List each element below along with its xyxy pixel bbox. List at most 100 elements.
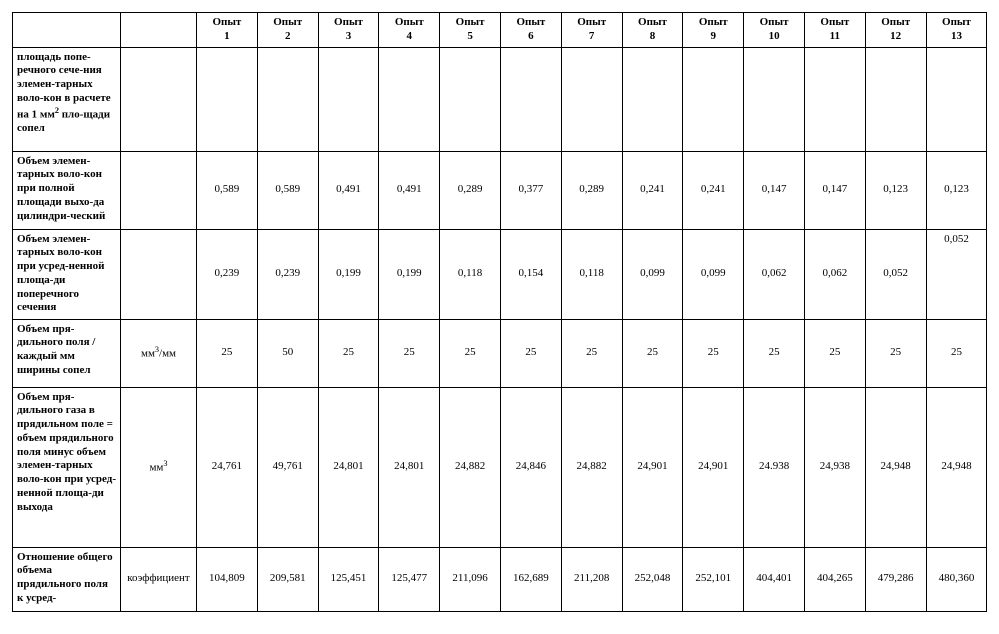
table-row: Объем элемен-тарных воло-кон при усред-н… (13, 229, 987, 319)
cell: 0,491 (379, 151, 440, 229)
row-label: Объем пря-дильного газа в прядильном пол… (13, 387, 121, 547)
cell (804, 47, 865, 151)
row-label: Объем элемен-тарных воло-кон при полной … (13, 151, 121, 229)
cell: 0,241 (683, 151, 744, 229)
cell: 25 (865, 319, 926, 387)
cell: 0,199 (379, 229, 440, 319)
cell: 24,846 (500, 387, 561, 547)
row-unit: коэффициент (121, 547, 197, 611)
cell: 0,199 (318, 229, 379, 319)
cell: 0,062 (744, 229, 805, 319)
cell: 0,052 (865, 229, 926, 319)
cell: 24,901 (683, 387, 744, 547)
cell: 24.938 (744, 387, 805, 547)
table-row: Объем пря-дильного поля /каждый мм ширин… (13, 319, 987, 387)
cell: 25 (622, 319, 683, 387)
cell: 0,239 (197, 229, 258, 319)
cell: 162,689 (500, 547, 561, 611)
cell: 125,451 (318, 547, 379, 611)
cell: 480,360 (926, 547, 987, 611)
cell: 0,123 (926, 151, 987, 229)
cell: 0,099 (622, 229, 683, 319)
cell: 24,761 (197, 387, 258, 547)
cell: 25 (804, 319, 865, 387)
header-col-5: Опыт5 (440, 13, 501, 48)
cell: 25 (926, 319, 987, 387)
cell: 0,377 (500, 151, 561, 229)
cell: 0,289 (561, 151, 622, 229)
header-col-1: Опыт1 (197, 13, 258, 48)
cell: 0,147 (744, 151, 805, 229)
cell (865, 47, 926, 151)
cell (500, 47, 561, 151)
row-unit (121, 229, 197, 319)
cell: 24,801 (318, 387, 379, 547)
header-col-3: Опыт3 (318, 13, 379, 48)
cell: 24,938 (804, 387, 865, 547)
cell: 25 (744, 319, 805, 387)
cell: 0,118 (440, 229, 501, 319)
table-row: Объем элемен-тарных воло-кон при полной … (13, 151, 987, 229)
cell: 50 (257, 319, 318, 387)
cell: 211,096 (440, 547, 501, 611)
cell: 479,286 (865, 547, 926, 611)
cell (561, 47, 622, 151)
cell (440, 47, 501, 151)
header-col-12: Опыт12 (865, 13, 926, 48)
header-blank-2 (121, 13, 197, 48)
cell: 125,477 (379, 547, 440, 611)
cell: 0,154 (500, 229, 561, 319)
cell: 104,809 (197, 547, 258, 611)
cell: 24,901 (622, 387, 683, 547)
row-label: Объем пря-дильного поля /каждый мм ширин… (13, 319, 121, 387)
row-unit (121, 47, 197, 151)
cell: 0,123 (865, 151, 926, 229)
cell: 404,401 (744, 547, 805, 611)
header-blank-1 (13, 13, 121, 48)
table-header: Опыт1Опыт2Опыт3Опыт4Опыт5Опыт6Опыт7Опыт8… (13, 13, 987, 48)
row-unit (121, 151, 197, 229)
cell: 25 (197, 319, 258, 387)
row-label: площадь попе-речного сече-ния элемен-тар… (13, 47, 121, 151)
header-col-7: Опыт7 (561, 13, 622, 48)
cell: 24,948 (926, 387, 987, 547)
header-col-13: Опыт13 (926, 13, 987, 48)
row-unit: мм3 (121, 387, 197, 547)
cell: 404,265 (804, 547, 865, 611)
cell (197, 47, 258, 151)
cell: 25 (440, 319, 501, 387)
cell: 24,882 (561, 387, 622, 547)
cell: 211,208 (561, 547, 622, 611)
table-row: Отношение общего объема прядильного поля… (13, 547, 987, 611)
row-label: Отношение общего объема прядильного поля… (13, 547, 121, 611)
table-body: площадь попе-речного сече-ния элемен-тар… (13, 47, 987, 611)
cell: 24,801 (379, 387, 440, 547)
cell: 0,239 (257, 229, 318, 319)
cell: 0,589 (257, 151, 318, 229)
cell: 24,948 (865, 387, 926, 547)
cell (926, 47, 987, 151)
row-unit: мм3/мм (121, 319, 197, 387)
cell: 0,052 (926, 229, 987, 319)
cell: 0,099 (683, 229, 744, 319)
cell: 25 (683, 319, 744, 387)
header-col-2: Опыт2 (257, 13, 318, 48)
cell: 24,882 (440, 387, 501, 547)
cell: 0,062 (804, 229, 865, 319)
cell (683, 47, 744, 151)
cell: 49,761 (257, 387, 318, 547)
cell: 0,491 (318, 151, 379, 229)
cell: 0,241 (622, 151, 683, 229)
table-row: Объем пря-дильного газа в прядильном пол… (13, 387, 987, 547)
cell: 209,581 (257, 547, 318, 611)
cell (622, 47, 683, 151)
cell (379, 47, 440, 151)
header-col-10: Опыт10 (744, 13, 805, 48)
cell (318, 47, 379, 151)
cell: 25 (379, 319, 440, 387)
cell: 0,118 (561, 229, 622, 319)
data-table: Опыт1Опыт2Опыт3Опыт4Опыт5Опыт6Опыт7Опыт8… (12, 12, 987, 612)
table-row: площадь попе-речного сече-ния элемен-тар… (13, 47, 987, 151)
row-label: Объем элемен-тарных воло-кон при усред-н… (13, 229, 121, 319)
header-col-6: Опыт6 (500, 13, 561, 48)
